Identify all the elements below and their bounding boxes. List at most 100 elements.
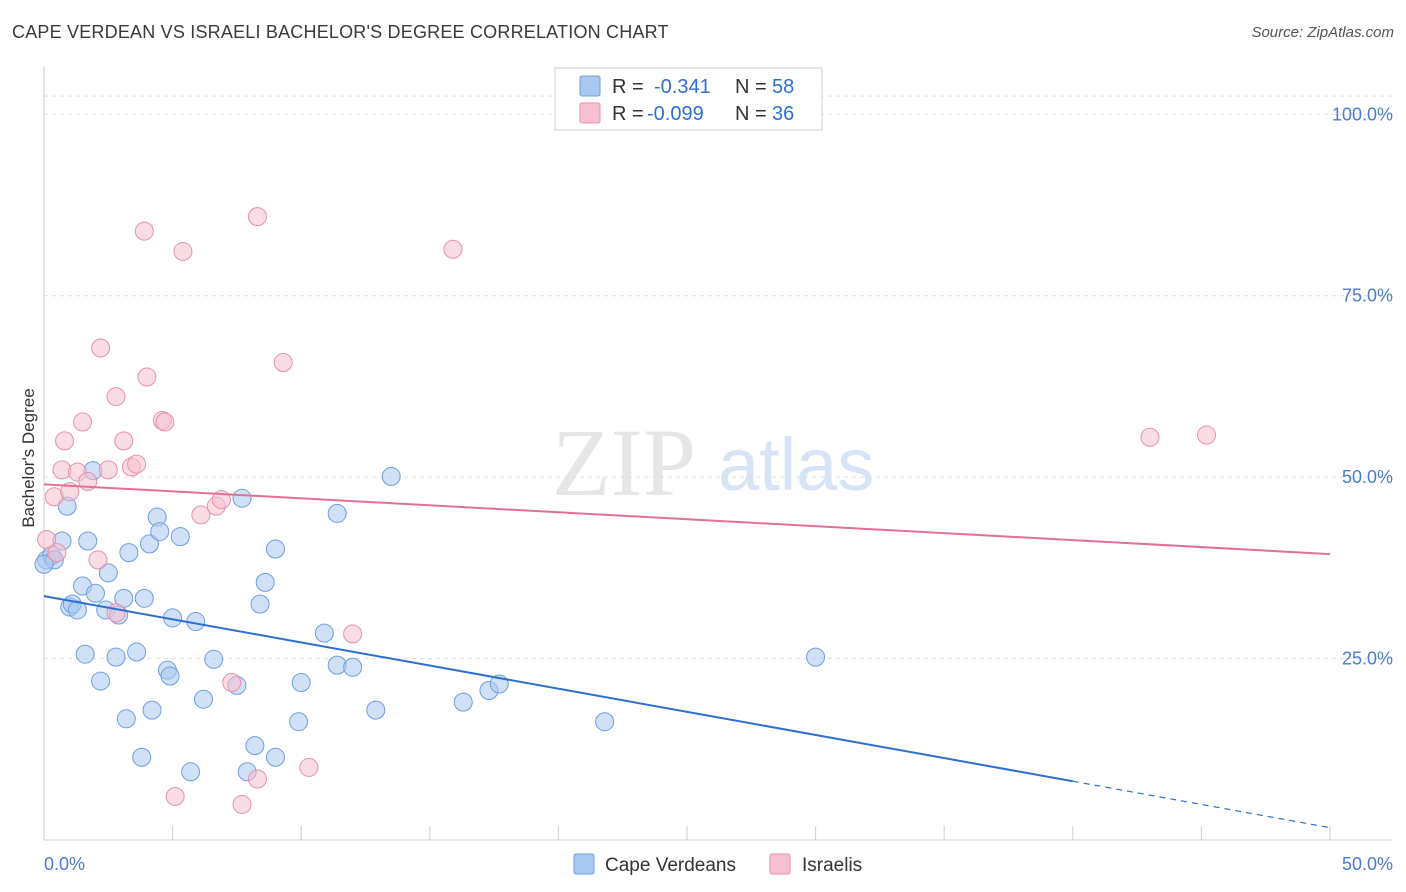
legend-r-label: R = bbox=[612, 76, 644, 98]
israeli-point bbox=[155, 412, 175, 432]
israeli-point bbox=[106, 387, 126, 407]
israeli-point bbox=[55, 431, 75, 451]
israeli-point bbox=[232, 794, 252, 814]
cape-verdean-point bbox=[160, 666, 180, 686]
cape-verdean-point bbox=[98, 563, 118, 583]
bottom-legend-label-israelis: Israelis bbox=[802, 855, 862, 876]
y-tick-label: 25.0% bbox=[1342, 649, 1393, 669]
legend-n-label: N = bbox=[735, 103, 767, 125]
cape-verdean-point bbox=[265, 539, 285, 559]
israeli-point bbox=[247, 207, 267, 227]
israeli-point bbox=[343, 624, 363, 644]
cape-verdean-point bbox=[595, 712, 615, 732]
legend-n-value: 36 bbox=[772, 103, 794, 125]
y-axis-label: Bachelor's Degree bbox=[19, 388, 38, 527]
israeli-point bbox=[37, 530, 57, 550]
cape-verdean-point bbox=[806, 647, 826, 667]
israeli-point bbox=[127, 454, 147, 474]
cape-verdean-point bbox=[265, 747, 285, 767]
israeli-point bbox=[222, 673, 242, 693]
israeli-point bbox=[273, 352, 293, 372]
cape-verdean-point bbox=[245, 736, 265, 756]
tick-labels: 25.0% 50.0% 75.0% 100.0% 0.0% 50.0% bbox=[44, 104, 1393, 874]
cape-verdean-point bbox=[134, 588, 154, 608]
cape-verdean-point bbox=[289, 712, 309, 732]
israeli-point bbox=[443, 239, 463, 259]
legend-swatch-israelis bbox=[579, 102, 601, 124]
israeli-point bbox=[98, 460, 118, 480]
legend: R = -0.341 N = 58 R = -0.099 N = 36 bbox=[554, 67, 823, 131]
gridlines bbox=[44, 95, 1392, 660]
cape-verdean-point bbox=[78, 531, 98, 551]
israeli-point bbox=[60, 482, 80, 502]
legend-n-label: N = bbox=[735, 76, 767, 98]
cape-verdean-point bbox=[255, 572, 275, 592]
legend-swatch-cape-verdeans bbox=[579, 75, 601, 97]
cape-verdean-point bbox=[85, 583, 105, 603]
source-credit: Source: ZipAtlas.com bbox=[1251, 24, 1394, 41]
bottom-legend: Cape Verdeans Israelis bbox=[573, 853, 862, 876]
y-tick-label: 100.0% bbox=[1332, 104, 1393, 124]
cape-verdean-point bbox=[150, 522, 170, 542]
israeli-point bbox=[47, 543, 67, 563]
cape-verdean-point bbox=[127, 642, 147, 662]
israeli-point bbox=[137, 367, 157, 387]
watermark-zip: ZIP bbox=[552, 409, 696, 516]
cape-verdean-point bbox=[170, 527, 190, 547]
israeli-point bbox=[299, 757, 319, 777]
axes bbox=[43, 66, 1392, 841]
cape-verdean-point bbox=[327, 503, 347, 523]
x-tick-label: 0.0% bbox=[44, 854, 85, 874]
cape-verdean-point bbox=[34, 554, 54, 574]
cape-verdean-point bbox=[250, 594, 270, 614]
cape-verdean-point bbox=[91, 671, 111, 691]
cape-verdean-point bbox=[291, 673, 311, 693]
cape-verdean-point bbox=[204, 649, 224, 669]
israeli-point bbox=[134, 221, 154, 241]
cape-verdean-point bbox=[181, 762, 201, 782]
cape-verdean-point bbox=[232, 488, 252, 508]
israeli-point bbox=[114, 431, 134, 451]
israeli-point bbox=[191, 505, 211, 525]
cape-verdeans-trend-extension bbox=[1072, 780, 1331, 829]
israeli-point bbox=[173, 241, 193, 261]
israelis-points bbox=[37, 207, 1217, 814]
cape-verdean-point bbox=[193, 689, 213, 709]
legend-r-label: R = bbox=[612, 103, 644, 125]
cape-verdean-point bbox=[381, 466, 401, 486]
x-tick-label: 50.0% bbox=[1342, 854, 1393, 874]
cape-verdean-point bbox=[67, 600, 87, 620]
bottom-legend-swatch-cape-verdeans bbox=[573, 853, 595, 875]
cape-verdean-point bbox=[132, 747, 152, 767]
cape-verdean-point bbox=[453, 692, 473, 712]
y-tick-label: 50.0% bbox=[1342, 467, 1393, 487]
cape-verdeans-trend-line bbox=[43, 595, 1073, 783]
trend-lines bbox=[43, 483, 1331, 829]
cape-verdean-point bbox=[139, 534, 159, 554]
chart-title: CAPE VERDEAN VS ISRAELI BACHELOR'S DEGRE… bbox=[12, 22, 669, 42]
cape-verdean-point bbox=[119, 543, 139, 563]
cape-verdean-point bbox=[142, 700, 162, 720]
israeli-point bbox=[88, 550, 108, 570]
israeli-point bbox=[106, 603, 126, 623]
bottom-legend-swatch-israelis bbox=[769, 853, 791, 875]
y-tick-label: 75.0% bbox=[1342, 286, 1393, 306]
cape-verdeans-points bbox=[34, 461, 826, 782]
cape-verdean-point bbox=[75, 644, 95, 664]
israeli-point bbox=[73, 412, 93, 432]
israeli-point bbox=[1197, 425, 1217, 445]
israeli-point bbox=[165, 786, 185, 806]
legend-r-value: -0.341 bbox=[654, 76, 711, 98]
cape-verdean-point bbox=[116, 709, 136, 729]
cape-verdean-point bbox=[106, 647, 126, 667]
cape-verdean-point bbox=[366, 700, 386, 720]
israelis-trend-line bbox=[43, 483, 1331, 556]
legend-r-value: -0.099 bbox=[647, 103, 704, 125]
israeli-point bbox=[91, 338, 111, 358]
legend-n-value: 58 bbox=[772, 76, 794, 98]
bottom-legend-label-cape-verdeans: Cape Verdeans bbox=[605, 855, 736, 876]
watermark-atlas: atlas bbox=[718, 423, 874, 506]
cape-verdean-point bbox=[314, 623, 334, 643]
israeli-point bbox=[1140, 427, 1160, 447]
